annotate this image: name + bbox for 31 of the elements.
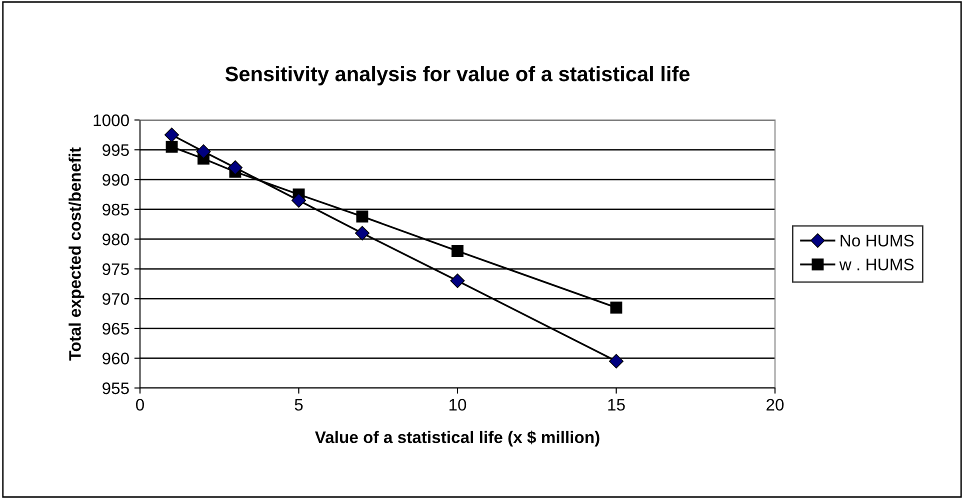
x-axis-title: Value of a statistical life (x $ million): [314, 430, 600, 446]
point: [354, 226, 370, 240]
legend-label: No HUMS: [840, 234, 914, 247]
chart-title: Sensitivity analysis for value of a statistical life: [225, 66, 690, 86]
point: [452, 245, 464, 257]
y-tick-label: 960: [102, 352, 129, 364]
x-tick-label: 10: [450, 398, 466, 411]
x-tick-label: 15: [608, 399, 625, 411]
point: [608, 354, 624, 368]
y-axis-title: Total expected cost/benefit: [68, 147, 84, 361]
x-tick-label: 20: [766, 398, 784, 411]
y-tick-label: 995: [102, 144, 129, 156]
point: [164, 128, 180, 142]
y-tick-label: 965: [102, 322, 129, 335]
y-tick-label: 970: [102, 293, 129, 305]
point: [196, 144, 211, 159]
x-tick-label: 0: [136, 398, 144, 411]
y-tick-label: 975: [102, 263, 129, 276]
y-tick-label: 980: [102, 234, 129, 246]
y-tick-label: 990: [102, 174, 129, 186]
point: [450, 274, 465, 288]
point: [166, 140, 178, 153]
y-tick-label: 1000: [94, 114, 129, 126]
y-tick-label: 985: [102, 204, 129, 216]
point: [356, 210, 368, 222]
legend-label: w . HUMS: [839, 258, 914, 270]
x-tick-label: 5: [294, 399, 303, 411]
point: [291, 193, 306, 208]
y-tick-label: 955: [102, 382, 129, 394]
point: [610, 302, 622, 314]
point: [228, 160, 243, 175]
